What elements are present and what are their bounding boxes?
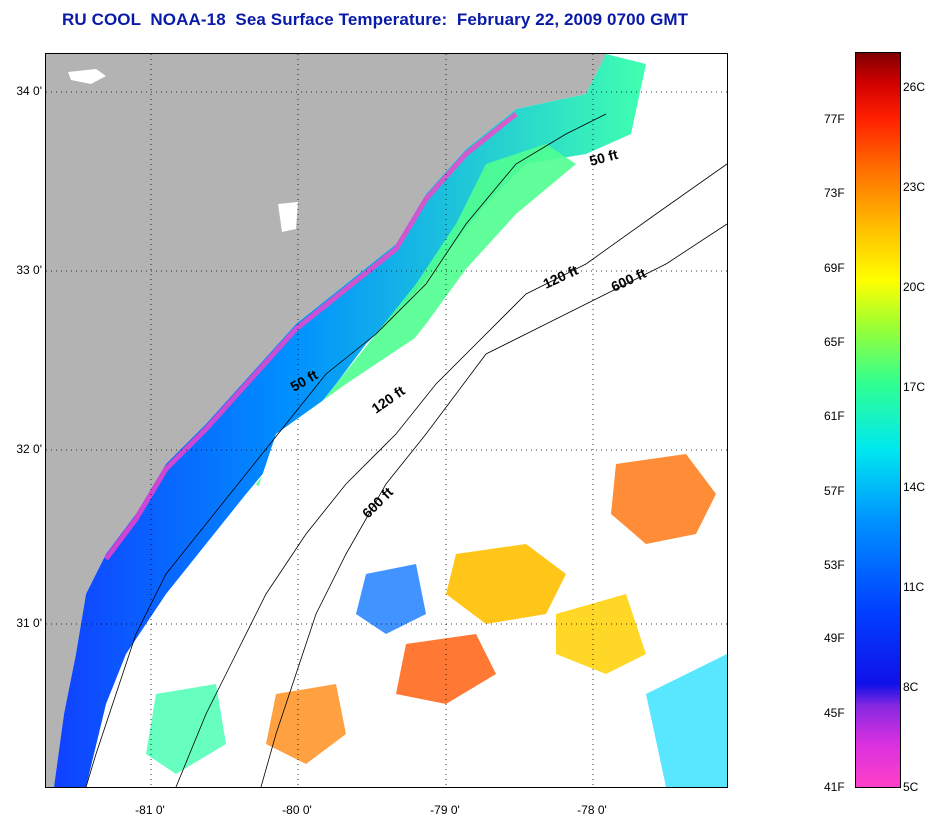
map-title: RU COOL NOAA-18 Sea Surface Temperature:…: [62, 10, 689, 29]
cool-patch: [356, 564, 426, 634]
colorbar-c-8: 8C: [903, 680, 919, 694]
colorbar-f-77: 77F: [824, 112, 845, 126]
colorbar-c-17: 17C: [903, 380, 926, 394]
isobath-600ft: [260, 223, 727, 787]
lon-label-78: -78 0': [577, 803, 607, 817]
colorbar-c-14: 14C: [903, 480, 926, 494]
colorbar-c-20: 20C: [903, 280, 926, 294]
temperature-colorbar: [855, 52, 901, 788]
colorbar-c-26: 26C: [903, 80, 926, 94]
colorbar-f-57: 57F: [824, 484, 845, 498]
coastal-water: [54, 54, 646, 787]
lat-label-31: 31 0': [16, 616, 42, 630]
sst-map[interactable]: 50 ft 120 ft 600 ft 50 ft 120 ft 600 ft: [45, 53, 728, 788]
lat-label-32: 32 0': [16, 442, 42, 456]
lat-label-34: 34 0': [16, 84, 42, 98]
colorbar-c-5: 5C: [903, 780, 919, 794]
cool-patch: [646, 654, 727, 787]
lon-label-81: -81 0': [135, 803, 165, 817]
colorbar-f-73: 73F: [824, 186, 845, 200]
colorbar-f-65: 65F: [824, 335, 845, 349]
isobath-120ft: [175, 163, 727, 787]
cool-patch: [146, 684, 226, 774]
sst-map-canvas: 50 ft 120 ft 600 ft 50 ft 120 ft 600 ft: [46, 54, 727, 787]
graticule: [46, 54, 727, 787]
contour-label-50ft-north: 50 ft: [588, 146, 620, 169]
cold-edge: [104, 112, 518, 561]
colorbar-f-49: 49F: [824, 631, 845, 645]
colorbar-f-53: 53F: [824, 558, 845, 572]
colorbar-f-61: 61F: [824, 409, 845, 423]
colorbar-f-45: 45F: [824, 706, 845, 720]
cloud: [106, 204, 727, 787]
colorbar-f-41: 41F: [824, 780, 845, 794]
warm-patch: [266, 684, 346, 764]
colorbar-c-11: 11C: [903, 580, 925, 594]
lon-label-80: -80 0': [282, 803, 312, 817]
lon-label-79: -79 0': [430, 803, 460, 817]
isobath-50ft: [85, 113, 607, 787]
land-mass: [46, 54, 606, 787]
lat-label-33: 33 0': [16, 263, 42, 277]
colorbar-f-69: 69F: [824, 261, 845, 275]
colorbar-c-23: 23C: [903, 180, 926, 194]
warm-patch: [556, 594, 646, 674]
lake: [278, 202, 298, 232]
warm-patch: [446, 544, 566, 624]
warm-patch: [611, 454, 716, 544]
lake: [68, 69, 106, 84]
